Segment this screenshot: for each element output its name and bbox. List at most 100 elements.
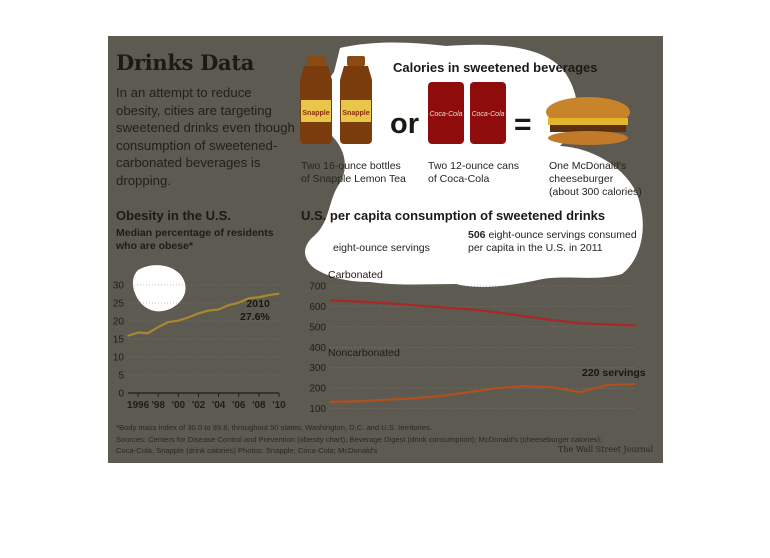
data-point [207, 309, 210, 312]
data-point [238, 302, 240, 304]
y-tick-label: 25 [113, 299, 125, 310]
y-tick-label: 15 [113, 335, 125, 346]
data-point [357, 300, 359, 303]
coke-caption-line2: of Coca-Cola [428, 173, 490, 185]
data-point [187, 316, 189, 318]
data-point [495, 311, 497, 313]
coca-cola-can-icon: Coca-Cola [470, 82, 506, 144]
consumption-title: U.S. per capita consumption of sweetened… [301, 208, 606, 223]
intro-text: In an attempt to reduce obesity, cities … [116, 85, 295, 188]
data-point [167, 321, 169, 323]
data-point [578, 391, 581, 393]
x-tick-label: '04 [212, 400, 226, 411]
cheeseburger-icon [546, 97, 630, 145]
obesity-chart: 0 5 10 15 20 25 30 1996'98 '00 '02 '04 '06 '08 '10 [113, 281, 286, 412]
data-point [551, 319, 553, 321]
obesity-subtitle-line1: Median percentage of residents [116, 227, 274, 239]
data-point [523, 315, 525, 317]
consumption-chart: 01002003004005006007002000'01'02'03'04'0… [309, 282, 636, 415]
data-point [440, 395, 442, 397]
sources: Sources: Centers for Disease Control and… [116, 434, 602, 456]
data-point [634, 325, 636, 327]
coca-cola-can-label: Coca-Cola [429, 111, 462, 118]
burger-caption-line1: One McDonald's [549, 160, 627, 172]
y-tick-label: 400 [309, 343, 326, 354]
y-tick-label: 30 [113, 281, 125, 292]
data-point [197, 312, 200, 315]
x-tick-label: '10 [272, 400, 286, 411]
coke-caption: Two 12-ounce cans of Coca-Cola [428, 160, 519, 186]
burger-caption-line2: cheeseburger [549, 173, 614, 185]
data-point [329, 401, 331, 403]
data-point [157, 326, 159, 328]
data-point [468, 308, 470, 310]
y-tick-label: 200 [309, 384, 326, 395]
y-tick-label: 5 [118, 371, 124, 382]
series-line-series-1 [127, 292, 280, 337]
callout-top-number: 506 [468, 229, 486, 241]
obesity-title: Obesity in the U.S. [116, 208, 231, 223]
series-line-carbonated [329, 299, 636, 327]
equals-sign: = [514, 108, 532, 141]
footnote: *Body mass index of 30.0 to 99.8, throug… [116, 423, 432, 432]
snapple-bottle-icon: Snapple [340, 56, 372, 144]
headline: Drinks Data [116, 50, 255, 75]
data-point [357, 400, 359, 402]
data-point [147, 332, 149, 334]
calories-title: Calories in sweetened beverages [393, 60, 598, 75]
data-point [278, 293, 280, 295]
data-point [440, 306, 442, 308]
data-point [412, 397, 414, 399]
or-word: or [390, 108, 419, 140]
data-point [634, 383, 636, 385]
data-point [218, 308, 220, 311]
snapple-caption: Two 16-ounce bottles of Snapple Lemon Te… [301, 160, 406, 186]
snapple-bottle-icon: Snapple [300, 56, 332, 144]
obesity-callout-value: 27.6% [240, 311, 270, 323]
data-point [228, 304, 230, 306]
data-point [468, 391, 470, 393]
data-point [384, 399, 387, 401]
data-point [578, 322, 581, 324]
sources-line2: Coca-Cola, Snapple (drink calories) Phot… [116, 446, 378, 455]
callout-top-line2: per capita in the U.S. in 2011 [468, 242, 603, 254]
obesity-subtitle-line2: who are obese* [116, 239, 194, 252]
y-tick-label: 600 [309, 302, 326, 313]
obesity-subtitle: Median percentage of residents who are o… [116, 227, 274, 252]
snapple-caption-line1: Two 16-ounce bottles [301, 160, 401, 172]
callout-top-text: eight-ounce servings consumed [485, 229, 637, 241]
beverage-illustrations: Snapple Snapple Coca-Cola Coca-Cola [300, 56, 630, 145]
y-tick-label: 500 [309, 322, 326, 333]
x-tick-label: '06 [232, 400, 246, 411]
series-line-noncarbonated [329, 382, 636, 404]
x-tick-label: 1996 [127, 400, 150, 411]
y-tick-label: 0 [118, 389, 124, 400]
infographic: Drinks Data In an attempt to reduce obes… [108, 36, 663, 463]
coca-cola-can-icon: Coca-Cola [428, 82, 464, 144]
noncarbonated-label: Noncarbonated [328, 347, 400, 359]
carbonated-label: Carbonated [328, 269, 383, 281]
coke-caption-line1: Two 12-ounce cans [428, 160, 520, 172]
y-tick-label: 700 [309, 282, 326, 293]
data-point [606, 323, 608, 326]
data-point [268, 294, 270, 296]
data-point [258, 296, 260, 298]
data-point [177, 320, 179, 322]
x-tick-label: '02 [192, 400, 206, 411]
burger-caption: One McDonald's cheeseburger (about 300 c… [549, 160, 642, 199]
x-tick-label: '08 [252, 400, 266, 411]
obesity-callout-year: 2010 [246, 298, 270, 310]
data-point [384, 302, 387, 304]
data-point [137, 331, 139, 334]
data-point [127, 335, 129, 337]
x-tick-label: '98 [151, 400, 165, 411]
sources-line1: Sources: Centers for Disease Control and… [116, 435, 602, 444]
obesity-callout: 2010 27.6% [240, 298, 270, 324]
credit: The Wall Street Journal [558, 445, 653, 454]
snapple-caption-line2: of Snapple Lemon Tea [301, 173, 406, 185]
x-tick-label: '00 [172, 400, 186, 411]
data-point [248, 297, 250, 299]
y-tick-label: 10 [113, 353, 125, 364]
y-tick-label: 100 [309, 404, 326, 415]
unit-label: eight-ounce servings [333, 242, 430, 254]
